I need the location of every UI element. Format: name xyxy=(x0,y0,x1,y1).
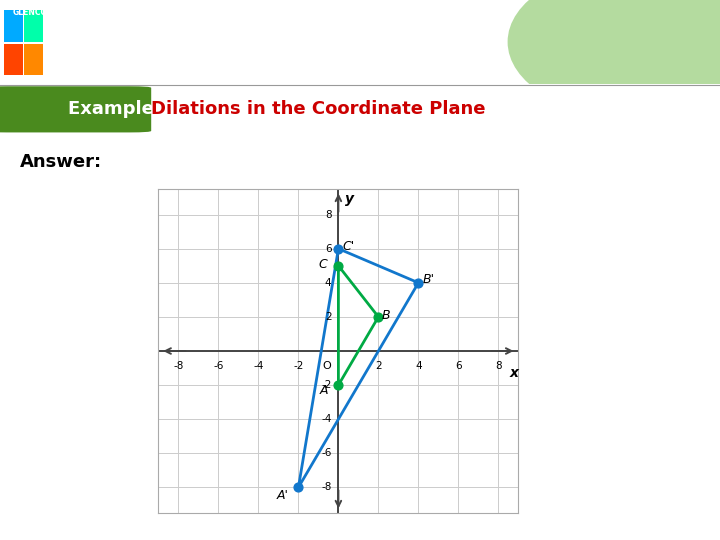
Text: x: x xyxy=(510,366,519,380)
Text: C: C xyxy=(318,258,327,271)
Point xyxy=(333,381,344,389)
Text: Answer:: Answer: xyxy=(20,153,102,171)
FancyBboxPatch shape xyxy=(0,86,151,132)
Text: GEOMETRY: GEOMETRY xyxy=(54,23,276,57)
Text: 2: 2 xyxy=(375,361,382,371)
Text: B': B' xyxy=(423,273,434,286)
Text: 2: 2 xyxy=(325,312,331,322)
Text: -8: -8 xyxy=(321,482,331,492)
Point xyxy=(292,483,304,492)
Text: -4: -4 xyxy=(253,361,264,371)
Text: y: y xyxy=(346,192,354,206)
Text: GLENCOE: GLENCOE xyxy=(13,8,53,17)
Point xyxy=(333,261,344,270)
Text: C': C' xyxy=(342,240,354,253)
Text: 8: 8 xyxy=(495,361,502,371)
Text: O: O xyxy=(323,361,331,371)
FancyBboxPatch shape xyxy=(24,44,43,75)
Point xyxy=(373,313,384,321)
Point xyxy=(333,245,344,253)
FancyBboxPatch shape xyxy=(24,10,43,42)
Text: 6: 6 xyxy=(325,244,331,254)
Point xyxy=(413,279,424,287)
Text: -2: -2 xyxy=(293,361,304,371)
FancyBboxPatch shape xyxy=(4,10,23,42)
Text: Dilations in the Coordinate Plane: Dilations in the Coordinate Plane xyxy=(151,100,486,118)
Text: -6: -6 xyxy=(321,448,331,458)
Text: A': A' xyxy=(276,489,288,502)
Text: B: B xyxy=(382,309,391,322)
Text: 4: 4 xyxy=(415,361,422,371)
Text: Example 3: Example 3 xyxy=(68,100,173,118)
Text: -4: -4 xyxy=(321,414,331,424)
Text: A: A xyxy=(320,384,328,397)
FancyBboxPatch shape xyxy=(4,44,23,75)
Ellipse shape xyxy=(508,0,720,117)
Text: 6: 6 xyxy=(455,361,462,371)
Text: -6: -6 xyxy=(213,361,224,371)
Text: -8: -8 xyxy=(174,361,184,371)
Text: 4: 4 xyxy=(325,278,331,288)
Text: 8: 8 xyxy=(325,210,331,220)
Text: -2: -2 xyxy=(321,380,331,390)
